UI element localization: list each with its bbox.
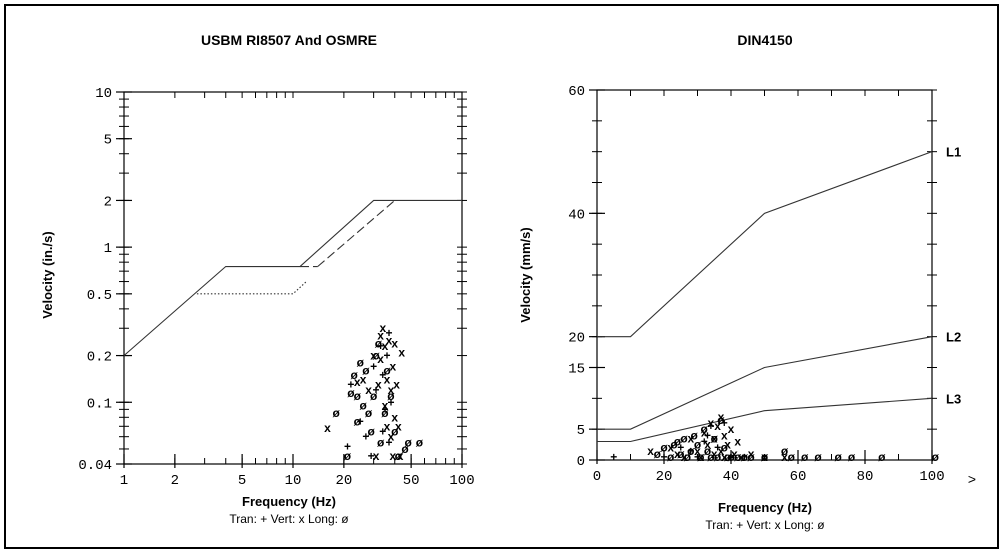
left-limit-line-dotted-1 [197, 282, 306, 294]
right-point-long: ø [711, 431, 719, 445]
left-x-tick-label: 20 [335, 473, 352, 489]
left-point-long: ø [375, 336, 383, 350]
left-point-tran: + [384, 349, 391, 363]
left-y-tick-label: 0.04 [78, 458, 112, 474]
left-point-long: ø [362, 364, 370, 378]
left-x-tick-label: 50 [403, 473, 420, 489]
left-point-tran: + [368, 449, 375, 463]
right-point-long: ø [932, 450, 940, 464]
right-y-tick-label: 60 [568, 84, 585, 100]
left-x-tick-label: 2 [171, 473, 179, 489]
left-y-tick-label: 10 [95, 86, 112, 102]
right-point-long: ø [701, 422, 709, 436]
right-x-tick-label: 40 [723, 469, 740, 485]
right-point-long: ø [747, 450, 755, 464]
right-chart-x-overflow-label: > [968, 473, 976, 489]
right-y-tick-label: 40 [568, 207, 585, 223]
left-y-tick-label: 0.1 [87, 396, 112, 412]
right-point-tran: + [610, 450, 617, 464]
left-x-tick-label: 5 [238, 473, 246, 489]
right-x-tick-label: 100 [919, 469, 944, 485]
right-point-long: ø [667, 450, 675, 464]
right-point-long: ø [801, 450, 809, 464]
left-chart-xlabel: Frequency (Hz) [242, 494, 336, 509]
left-x-tick-label: 1 [120, 473, 128, 489]
left-point-long: ø [350, 368, 358, 382]
left-point-tran: + [386, 326, 393, 340]
left-chart-ylabel: Velocity (in./s) [40, 231, 55, 318]
left-point-long: ø [370, 389, 378, 403]
left-point-long: ø [387, 389, 395, 403]
right-point-long: ø [878, 450, 886, 464]
right-limit-line-l2 [597, 337, 932, 430]
left-point-long: ø [383, 364, 391, 378]
left-y-tick-label: 5 [104, 133, 112, 149]
right-y-tick-label: 20 [568, 331, 585, 347]
right-x-tick-label: 60 [790, 469, 807, 485]
right-y-tick-label: 5 [577, 423, 585, 439]
left-point-long: ø [354, 415, 362, 429]
right-series-label-l1: L1 [946, 145, 961, 160]
right-x-tick-label: 0 [593, 469, 601, 485]
left-x-tick-label: 100 [449, 473, 474, 489]
right-point-long: ø [814, 450, 822, 464]
left-point-long: ø [381, 406, 389, 420]
right-series-label-l3: L3 [946, 391, 961, 406]
left-y-tick-label: 0.2 [87, 350, 112, 366]
left-plot-area: 1 2 5 10 20 50 1000.040.10.20.512510xx xxxxxxxx… [78, 86, 474, 489]
left-axes-frame [124, 92, 462, 464]
right-point-long: ø [788, 450, 796, 464]
right-chart-title: DIN4150 [737, 32, 792, 48]
right-y-tick-label: 0 [577, 454, 585, 470]
left-limit-line-dashed-3 [318, 200, 395, 266]
left-y-tick-label: 2 [104, 194, 112, 210]
left-point-long: ø [391, 424, 399, 438]
right-x-tick-label: 20 [656, 469, 673, 485]
right-y-tick-label: 15 [568, 362, 585, 378]
left-limit-line-solid-0 [124, 200, 462, 355]
left-point-long: ø [377, 436, 385, 450]
left-point-vert: x [398, 345, 405, 359]
left-chart-legend: Tran: + Vert: x Long: ø [229, 512, 349, 526]
right-chart-xlabel: Frequency (Hz) [718, 500, 812, 515]
left-point-long: ø [404, 436, 412, 450]
left-y-tick-label: 0.5 [87, 288, 112, 304]
right-point-long: ø [761, 450, 769, 464]
right-limit-line-l3 [597, 398, 932, 441]
left-point-long: ø [367, 424, 375, 438]
left-y-tick-label: 1 [104, 241, 112, 257]
right-limit-line-l1 [597, 152, 932, 337]
left-point-vert: x [324, 421, 331, 435]
right-point-long: ø [717, 413, 725, 427]
right-plot-area: 0 20 40 60 80 1000515204060L1L2L3x x x xxxxxxxxx… [568, 84, 961, 485]
left-point-long: ø [332, 406, 340, 420]
right-series-label-l2: L2 [946, 330, 961, 345]
right-chart-ylabel: Velocity (mm/s) [518, 227, 533, 322]
left-point-long: ø [372, 349, 380, 363]
left-chart-title: USBM RI8507 And OSMRE [201, 32, 377, 48]
right-point-long: ø [835, 450, 843, 464]
left-x-tick-label: 10 [285, 473, 302, 489]
right-axes-frame [597, 90, 932, 460]
right-point-vert: x [734, 435, 741, 449]
right-chart-legend: Tran: + Vert: x Long: ø [705, 518, 825, 532]
left-point-long: ø [365, 406, 373, 420]
left-point-long: ø [416, 436, 424, 450]
right-x-tick-label: 80 [857, 469, 874, 485]
left-point-long: ø [344, 449, 352, 463]
right-point-long: ø [848, 450, 856, 464]
